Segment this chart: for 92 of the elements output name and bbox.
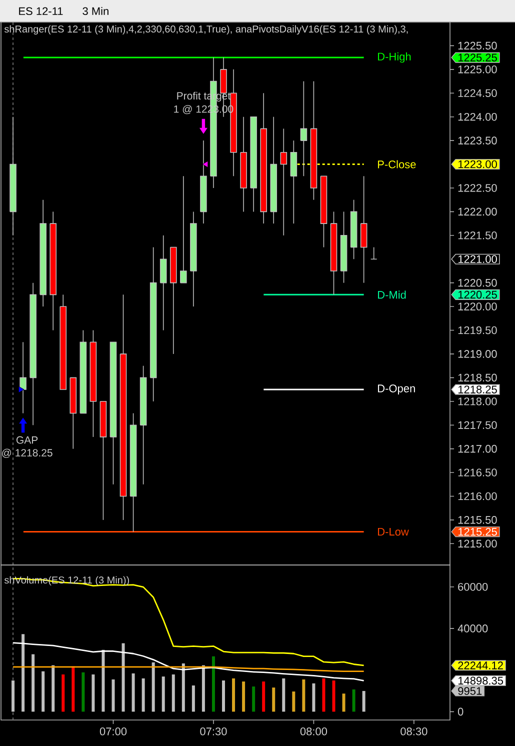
- candlestick: [160, 235, 167, 331]
- bar: [162, 676, 165, 712]
- x-tick-label: 07:30: [200, 728, 227, 736]
- ref-line-label: D-Mid: [378, 290, 406, 299]
- bar: [132, 673, 135, 712]
- y-tick-label: 1223.50: [458, 136, 497, 144]
- bar: [172, 674, 175, 712]
- annotation: GAP: [16, 436, 38, 444]
- y-tick-label: 1216.50: [458, 468, 497, 476]
- bar: [322, 678, 326, 712]
- bar: [332, 680, 336, 712]
- bar: [252, 686, 256, 712]
- bar: [92, 674, 95, 712]
- y-tick-label: 14898.35: [458, 676, 504, 685]
- chart-title: shRanger(ES 12-11 (3 Min),4,2,330,60,630,1,True), anaPivotsDailyV16(ES 12-11 (3 Min),3,: [4, 25, 408, 35]
- y-tick-label: 1219.00: [458, 350, 497, 358]
- y-tick-label: 1223.00: [458, 160, 497, 168]
- bar: [242, 682, 246, 712]
- x-tick-label: 08:30: [400, 728, 428, 736]
- y-tick-label: 1225.50: [458, 42, 497, 50]
- y-tick-label: 1218.00: [458, 397, 497, 406]
- x-tick-label: 08:00: [300, 728, 328, 736]
- point: [202, 160, 208, 168]
- ref-line-label: P-Close: [378, 160, 416, 168]
- bar: [302, 679, 306, 712]
- candlestick: [20, 342, 26, 414]
- text: ES 12-11: [19, 7, 63, 16]
- y-tick-label: 1225.25: [458, 54, 497, 62]
- bar: [182, 663, 185, 712]
- y-tick-label: 1216.00: [458, 492, 497, 500]
- y-tick-label: 1215.00: [458, 540, 497, 548]
- bar: [312, 683, 316, 712]
- bar: [62, 674, 65, 712]
- ref-line-label: D-Open: [378, 384, 415, 395]
- bar: [192, 685, 195, 712]
- ref-line-label: D-Low: [378, 528, 409, 536]
- y-tick-label: 1215.50: [458, 516, 497, 524]
- y-tick-label: 1215.25: [458, 528, 497, 536]
- bar: [342, 694, 346, 712]
- bar: [42, 671, 45, 712]
- bar: [22, 634, 25, 712]
- ref-line-label: D-High: [378, 52, 411, 63]
- y-tick-label: 1218.25: [458, 386, 497, 394]
- y-tick-label: 22244.12: [458, 662, 503, 670]
- bar: [352, 689, 356, 712]
- bar: [32, 654, 35, 712]
- bar: [12, 680, 15, 712]
- y-tick-label: 1218.50: [458, 374, 497, 382]
- bar: [202, 665, 205, 712]
- bar: [232, 678, 236, 712]
- y-tick-label: 1219.50: [458, 326, 497, 334]
- y-tick-label: 1217.50: [458, 421, 497, 429]
- text: 3 Min: [82, 6, 108, 16]
- y-tick-label: 1220.00: [458, 302, 497, 310]
- bar: [102, 650, 105, 712]
- candlestick: [290, 140, 298, 224]
- point: [18, 386, 24, 393]
- y-tick-label: 1220.25: [458, 290, 497, 299]
- bar: [82, 672, 85, 712]
- bar: [282, 678, 286, 712]
- bar: [122, 643, 125, 712]
- bar: [222, 680, 225, 712]
- candlestick: [360, 176, 368, 284]
- y-tick-label: 1224.50: [458, 89, 497, 98]
- bar: [152, 662, 155, 712]
- bar: [142, 678, 145, 712]
- bar: [112, 679, 115, 712]
- candlestick: [180, 176, 187, 284]
- candlestick: [370, 246, 378, 260]
- y-tick-label: 40000: [458, 624, 488, 632]
- y-tick-label: 1221.50: [458, 232, 497, 240]
- y-tick-label: 9951: [458, 687, 482, 695]
- bar: [72, 666, 75, 712]
- bar: [262, 682, 266, 712]
- y-tick-label: 1224.00: [458, 112, 497, 121]
- bar: [52, 665, 55, 712]
- annotation: @ 1218.25: [2, 448, 52, 458]
- y-tick-label: 1222.50: [458, 184, 497, 192]
- bar: [362, 690, 366, 712]
- bar: [212, 656, 215, 712]
- y-tick-label: 1225.00: [458, 66, 497, 74]
- candlestick: [280, 128, 288, 236]
- bar: [272, 688, 276, 712]
- y-tick-label: 0: [458, 708, 464, 716]
- x-tick-label: 07:00: [100, 728, 127, 736]
- y-tick-label: 1222.00: [458, 208, 497, 216]
- y-tick-label: 60000: [458, 582, 488, 591]
- y-tick-label: 1220.50: [458, 278, 497, 287]
- candlestick: [300, 80, 308, 177]
- bar: [292, 691, 296, 712]
- y-tick-label: 1221.00: [458, 255, 497, 264]
- y-tick-label: 1217.00: [458, 444, 497, 453]
